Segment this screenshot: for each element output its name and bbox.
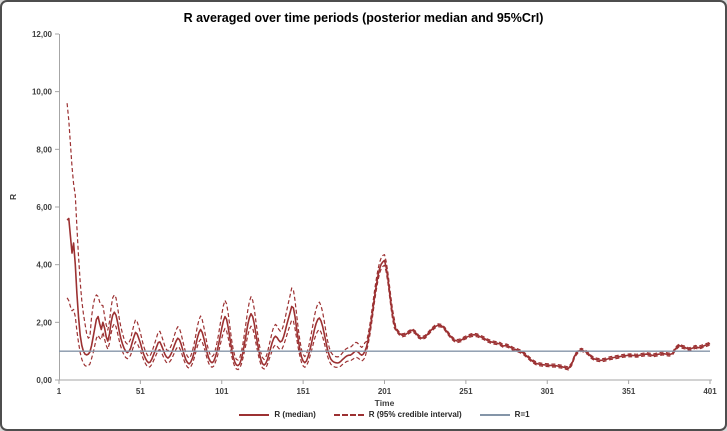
legend-item-r1: R=1: [479, 410, 530, 419]
x-tick-label: 1: [57, 387, 62, 396]
y-tick-label: 12,00: [32, 30, 53, 39]
legend-item-credible-interval: R (95% credible interval): [333, 410, 462, 419]
y-axis-title: R: [8, 193, 18, 200]
ci-lower-line: [66, 264, 711, 371]
y-tick-label: 0,00: [36, 376, 52, 385]
chart-title: R averaged over time periods (posterior …: [183, 11, 544, 25]
x-axis-title: Time: [374, 398, 395, 408]
legend-label-median: R (median): [274, 410, 316, 419]
median-line-sample-icon: [239, 413, 270, 416]
y-tick-label: 10,00: [32, 88, 53, 97]
x-tick-label: 101: [215, 387, 229, 396]
y-tick-label: 2,00: [36, 318, 52, 327]
legend-label-credible-interval: R (95% credible interval): [368, 410, 462, 419]
x-tick-label: 351: [622, 387, 636, 396]
x-tick-label: 251: [459, 387, 473, 396]
x-tick-label: 301: [541, 387, 555, 396]
legend-item-median: R (median): [239, 410, 316, 419]
x-tick-label: 201: [378, 387, 392, 396]
y-tick-label: 4,00: [36, 261, 52, 270]
y-tick-label: 6,00: [36, 203, 52, 212]
ci-upper-line: [66, 103, 711, 368]
x-tick-label: 51: [136, 387, 145, 396]
y-tick-label: 8,00: [36, 145, 52, 154]
x-tick-label: 401: [703, 387, 717, 396]
x-tick-label: 151: [296, 387, 310, 396]
legend-label-r1: R=1: [514, 410, 530, 419]
legend: R (median) R (95% credible interval) R=1: [59, 410, 710, 419]
credible-interval-line-sample-icon: [333, 413, 364, 416]
r1-line-sample-icon: [479, 413, 510, 416]
median-line: [66, 217, 711, 370]
